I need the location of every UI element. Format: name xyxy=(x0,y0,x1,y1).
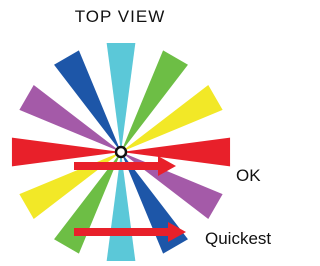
title: TOP VIEW xyxy=(75,7,166,26)
arrow-shaft xyxy=(74,162,160,170)
center-pivot xyxy=(116,147,126,157)
arrow-label: OK xyxy=(236,166,261,185)
diagram: TOP VIEW OK Quickest xyxy=(0,0,298,266)
arrow-label: Quickest xyxy=(205,229,271,248)
arrow-shaft xyxy=(74,228,170,236)
